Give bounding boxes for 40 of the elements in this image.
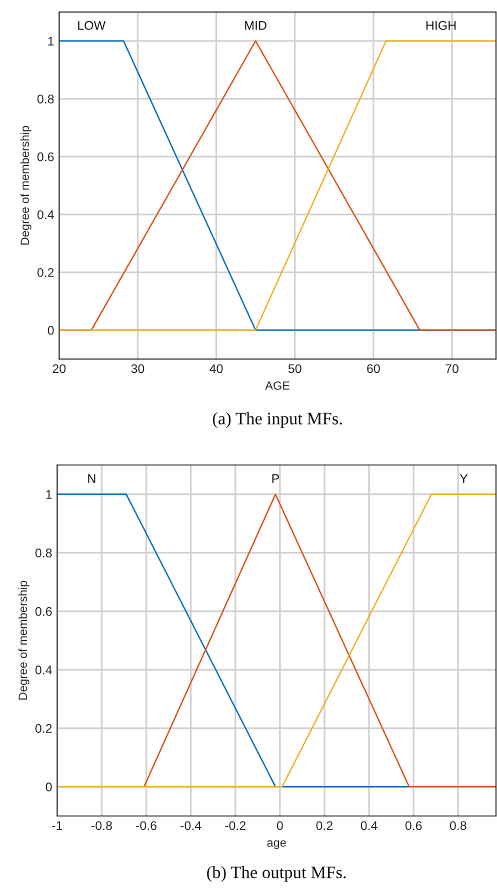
y-tick-label: 0.2 (37, 268, 54, 277)
x-tick-label: -0.2 (225, 821, 246, 830)
series-label: Y (460, 474, 468, 483)
x-tick-label: -0.6 (136, 821, 156, 830)
y-tick-label: 0.8 (35, 548, 52, 558)
x-tick-label: 50 (288, 364, 302, 374)
y-tick-label: 0 (46, 782, 52, 792)
x-axis-title: age (267, 840, 286, 850)
y-tick-label: 1 (48, 36, 54, 46)
y-tick-label: 0.4 (35, 666, 52, 674)
y-tick-label: 0 (48, 326, 54, 335)
x-tick-label: 0 (276, 821, 283, 830)
x-tick-label: 0.8 (450, 821, 466, 830)
y-axis-title: Degree of membership (18, 580, 30, 700)
series-label: HIGH (426, 21, 456, 30)
series-label: N (88, 474, 96, 483)
x-tick-label: 20 (52, 364, 66, 374)
series-label: LOW (78, 21, 106, 30)
y-tick-label: 0.8 (37, 94, 54, 104)
x-tick-label: 0.2 (316, 821, 333, 830)
y-tick-label: 0.4 (37, 210, 54, 220)
x-tick-label: 60 (367, 364, 380, 374)
y-tick-label: 1 (46, 490, 52, 499)
text: (b) The output MFs. (207, 866, 346, 882)
y-tick-label: 0.2 (35, 724, 52, 733)
x-tick-label: -1 (52, 821, 62, 830)
x-tick-label: 70 (446, 364, 458, 374)
x-tick-label: 40 (210, 364, 223, 374)
text: (a) The input MFs. (212, 412, 342, 428)
series-label: P (272, 474, 279, 483)
x-tick-label: 30 (131, 364, 144, 374)
y-axis-title: Degree of membership (20, 126, 32, 245)
x-tick-label: 0.6 (405, 821, 422, 830)
y-tick-label: 0.6 (37, 152, 54, 162)
x-tick-label: -0.8 (91, 821, 112, 830)
x-axis-title: AGE (265, 381, 290, 390)
x-tick-label: 0.4 (360, 821, 378, 830)
series-label: MID (245, 21, 266, 30)
y-tick-label: 0.6 (35, 607, 52, 616)
x-tick-label: -0.4 (180, 821, 202, 830)
